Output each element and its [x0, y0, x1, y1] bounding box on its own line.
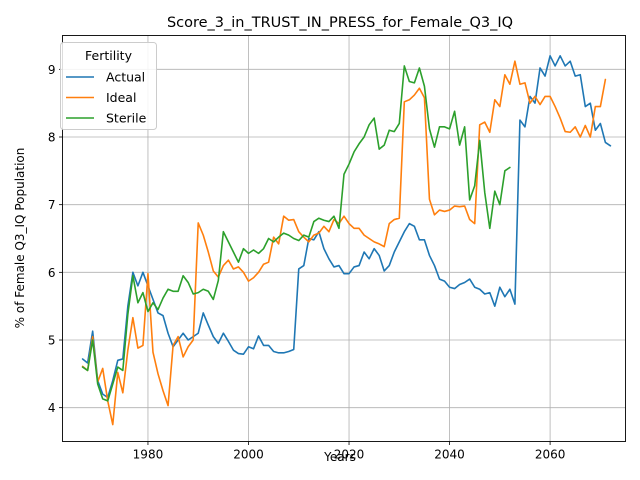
legend-label-ideal: Ideal — [106, 90, 136, 105]
legend-label-sterile: Sterile — [106, 111, 147, 126]
x-axis-label: Years — [323, 450, 356, 464]
series-line-ideal — [81, 60, 607, 426]
legend-items: Actual Ideal Sterile — [66, 70, 147, 126]
legend-box — [60, 42, 157, 130]
legend: Fertility Actual Ideal Sterile — [60, 42, 157, 130]
series-line-sterile — [81, 65, 511, 402]
grid — [62, 35, 626, 442]
y-tick-label: 4 — [48, 401, 56, 415]
x-tick-label: 2060 — [535, 448, 566, 462]
chart-title: Score_3_in_TRUST_IN_PRESS_for_Female_Q3_… — [167, 15, 513, 31]
axis-ticks: 1980 2000 2020 2040 2060 4 5 6 7 8 9 — [48, 63, 566, 462]
legend-label-actual: Actual — [106, 70, 145, 85]
y-tick-label: 7 — [48, 198, 56, 212]
x-tick-label: 2040 — [434, 448, 465, 462]
y-tick-label: 6 — [48, 266, 56, 280]
y-tick-label: 8 — [48, 131, 56, 145]
x-tick-label: 2020 — [334, 448, 365, 462]
plot-frame — [62, 35, 626, 442]
y-tick-label: 5 — [48, 334, 56, 348]
x-tick-label: 2000 — [233, 448, 264, 462]
x-tick-label: 1980 — [133, 448, 164, 462]
series-layer — [81, 54, 612, 426]
legend-title: Fertility — [85, 48, 133, 63]
y-axis-label: % of Female Q3_IQ Population — [13, 148, 27, 329]
y-tick-label: 9 — [48, 63, 56, 77]
series-line-actual — [81, 54, 612, 399]
